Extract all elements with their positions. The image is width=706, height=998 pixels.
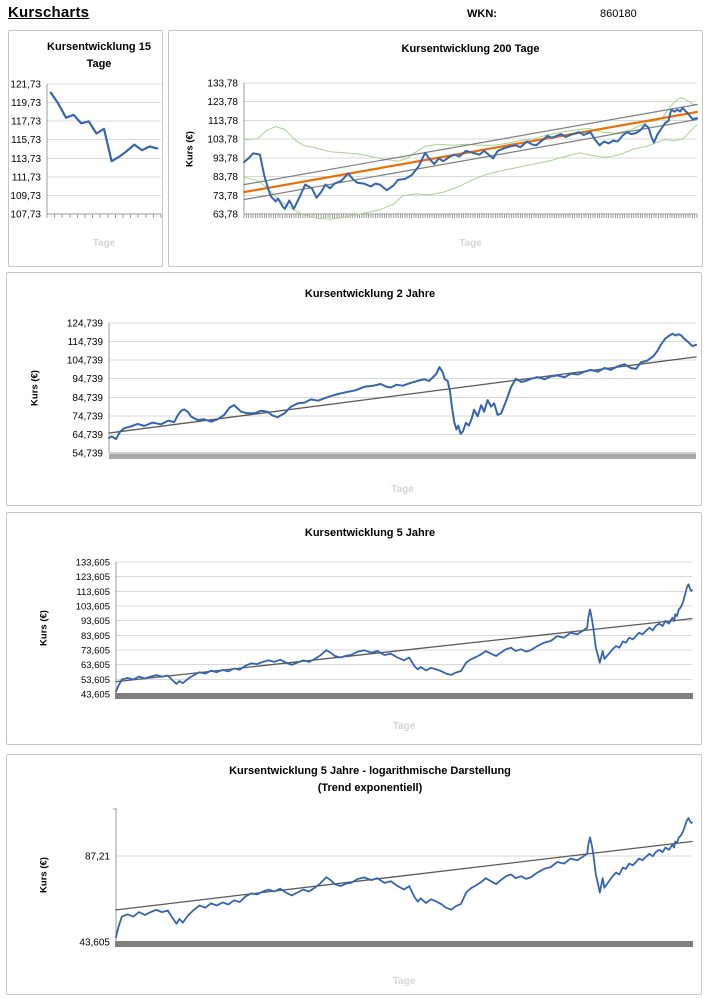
series-envelope-upper [243, 97, 698, 162]
y-tick-label: 107,73 [10, 210, 41, 221]
chart-title-5-jahre-log: Kursentwicklung 5 Jahre - logarithmische… [229, 765, 511, 777]
series-kurs [243, 106, 698, 210]
chart-canvas-2-jahre: 124,739 114,739 104,739 94,739 84,739 74,739 6… [67, 319, 697, 460]
y-tick-label: 113,605 [76, 587, 110, 598]
y-tick-label: 114,739 [68, 337, 104, 348]
series-kurs [108, 332, 697, 441]
wkn-label: WKN: [467, 8, 497, 20]
y-tick-label: 119,73 [11, 98, 41, 109]
y-tick-label: 83,78 [213, 172, 238, 183]
series-kurs [115, 817, 693, 939]
y-tick-label: 43,605 [79, 938, 110, 949]
y-tick-label: 74,739 [72, 411, 103, 422]
y-tick-label: 121,73 [10, 80, 41, 91]
y-tick-label: 63,605 [81, 660, 110, 671]
chart-panel-15-tage: Kursentwicklung 15 Tage 121,73 119,73 117,… [8, 30, 163, 267]
x-axis-baseline-band [109, 454, 696, 459]
x-axis-title: Tage [459, 238, 482, 249]
chart-canvas-200-tage: 133,78 123,78 113,78 103,78 93,78 83,78 73,78 6… [207, 79, 699, 221]
y-tick-label: 103,78 [207, 135, 238, 146]
page-title: Kurscharts [8, 4, 90, 21]
y-tick-label: 64,739 [72, 430, 103, 441]
y-tick-label: 111,73 [12, 172, 42, 183]
x-axis-baseline-band [115, 941, 693, 947]
y-tick-label: 123,78 [207, 97, 238, 108]
series-envelope-lower [243, 124, 698, 220]
y-tick-label: 117,73 [11, 117, 41, 128]
y-tick-label: 109,73 [10, 191, 41, 202]
y-tick-label: 87,21 [85, 852, 110, 863]
chart-title-15-tage: Kursentwicklung 15 Tage [47, 41, 151, 70]
chart-canvas-5-jahre: 133,605 123,605 113,605 103,605 93,605 83,605… [76, 558, 693, 701]
series-trend-exponentiell [115, 840, 693, 911]
y-tick-label: 123,605 [76, 572, 110, 583]
y-tick-label: 83,605 [81, 631, 110, 642]
chart-title-2-jahre: Kursentwicklung 2 Jahre [304, 288, 436, 300]
y-tick-label: 113,78 [208, 116, 238, 127]
series-kurs [49, 91, 159, 163]
chart-title-5-jahre: Kursentwicklung 5 Jahre [304, 527, 436, 539]
y-tick-label: 43,605 [81, 690, 110, 701]
x-axis-title: Tage [392, 721, 416, 732]
y-tick-label: 73,78 [213, 191, 238, 202]
y-tick-label: 115,73 [11, 135, 41, 146]
series-kurs [115, 583, 693, 693]
y-tick-label: 113,73 [11, 154, 41, 165]
y-tick-label: 73,605 [81, 646, 110, 657]
wkn-value: 860180 [600, 8, 637, 20]
x-axis-baseline-band [115, 693, 693, 699]
y-tick-label: 53,605 [81, 675, 110, 686]
y-tick-label: 93,605 [81, 616, 110, 627]
chart-panel-200-tage: Kursentwicklung 200 Tage Kurs (€) 133,78… [168, 30, 703, 267]
chart-panel-5-jahre-log: Kursentwicklung 5 Jahre - logarithmische… [6, 754, 702, 995]
series-channel-lower [243, 118, 698, 201]
y-tick-label: 94,739 [72, 374, 103, 385]
y-tick-label: 133,78 [207, 79, 238, 90]
series-channel-upper [243, 103, 698, 186]
y-tick-label: 124,739 [67, 319, 104, 330]
y-tick-label: 84,739 [72, 393, 103, 404]
chart-subtitle-5-jahre-log: (Trend exponentiell) [317, 782, 423, 794]
chart-panel-5-jahre: Kursentwicklung 5 Jahre Kurs (€) 133,605… [6, 512, 702, 745]
y-tick-label: 104,739 [67, 356, 104, 367]
y-tick-label: 63,78 [213, 210, 238, 221]
x-axis-title: Tage [392, 976, 416, 987]
y-tick-label: 133,605 [76, 558, 110, 569]
x-axis-title: Tage [391, 484, 414, 495]
y-tick-label: 93,78 [213, 153, 238, 164]
chart-canvas-5-jahre-log: 87,21 43,605 [79, 808, 693, 949]
chart-title-200-tage: Kursentwicklung 200 Tage [401, 43, 540, 55]
chart-canvas-15-tage: 121,73 119,73 117,73 115,73 113,73 111,73 109,… [10, 80, 162, 221]
x-axis-title: Tage [92, 238, 116, 249]
y-tick-label: 103,605 [76, 602, 110, 613]
y-tick-label: 54,739 [72, 449, 103, 460]
chart-panel-2-jahre: Kursentwicklung 2 Jahre Kurs (€) 124,739… [6, 272, 702, 506]
